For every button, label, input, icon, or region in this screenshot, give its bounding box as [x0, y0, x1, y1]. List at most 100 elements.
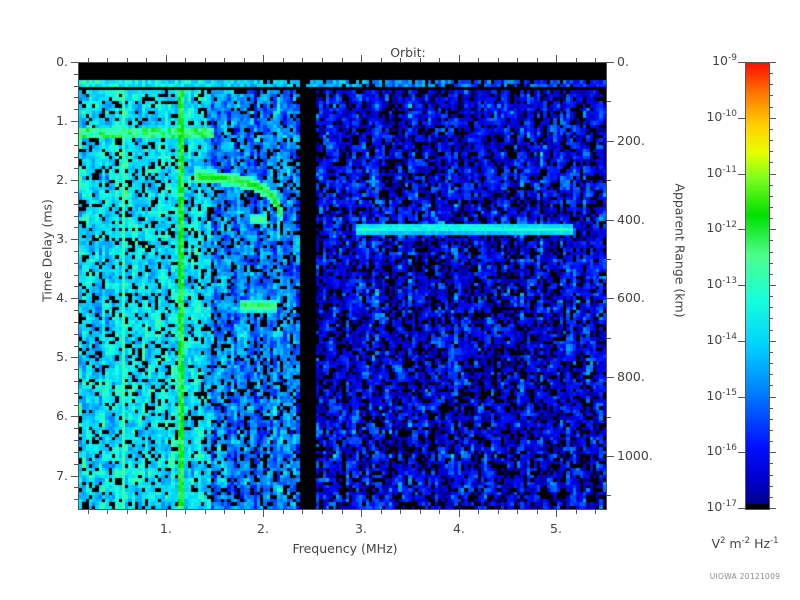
colorbar: [745, 62, 770, 510]
frequency-tick-minor-top: [146, 58, 147, 62]
colorbar-tick-minor: [769, 207, 773, 208]
frequency-tick-major-top: [263, 55, 264, 62]
time-delay-tick-major: [71, 357, 78, 358]
colorbar-tick-minor: [769, 441, 773, 442]
time-delay-tick-label: 1.: [56, 113, 68, 128]
colorbar-tick-minor: [769, 385, 773, 386]
colorbar-tick-minor: [769, 162, 773, 163]
frequency-tick-minor: [517, 510, 518, 514]
frequency-tick-label: 2.: [257, 521, 269, 536]
frequency-tick-major-top: [361, 55, 362, 62]
colorbar-tick-minor: [769, 263, 773, 264]
colorbar-tick-major: [738, 452, 745, 453]
time-delay-tick-minor: [74, 133, 78, 134]
colorbar-tick-label: 10-10: [706, 108, 737, 124]
time-delay-tick-minor: [74, 275, 78, 276]
colorbar-tick-minor: [769, 129, 773, 130]
spectrogram-plot-area: [78, 62, 607, 510]
time-delay-tick-major: [71, 121, 78, 122]
colorbar-unit-label: V2 m-2 Hz-1: [711, 535, 779, 551]
colorbar-tick-minor: [769, 151, 773, 152]
colorbar-tick-label: 10-13: [706, 275, 737, 291]
frequency-tick-label: 1.: [160, 521, 172, 536]
time-delay-tick-minor: [74, 428, 78, 429]
time-delay-tick-major: [71, 180, 78, 181]
colorbar-tick-major-right: [769, 229, 776, 230]
colorbar-tick-major: [738, 174, 745, 175]
time-delay-tick-minor: [74, 499, 78, 500]
frequency-tick-major: [361, 510, 362, 517]
frequency-tick-minor-top: [107, 58, 108, 62]
frequency-tick-minor: [244, 510, 245, 514]
frequency-tick-minor: [322, 510, 323, 514]
frequency-tick-minor-top: [342, 58, 343, 62]
colorbar-tick-minor: [769, 252, 773, 253]
frequency-tick-minor: [342, 510, 343, 514]
colorbar-tick-label: 10-11: [706, 164, 737, 180]
x-axis-title-frequency: Frequency (MHz): [292, 541, 398, 556]
frequency-tick-minor: [420, 510, 421, 514]
time-delay-tick-minor: [74, 97, 78, 98]
frequency-tick-major: [556, 510, 557, 517]
frequency-tick-minor: [107, 510, 108, 514]
frequency-tick-minor: [127, 510, 128, 514]
frequency-tick-label: 4.: [453, 521, 465, 536]
colorbar-tick-label: 10-12: [706, 219, 737, 235]
frequency-tick-minor-top: [224, 58, 225, 62]
frequency-tick-minor: [302, 510, 303, 514]
apparent-range-tick-label: 800.: [617, 369, 645, 384]
colorbar-tick-minor: [769, 185, 773, 186]
colorbar-tick-minor: [769, 240, 773, 241]
frequency-tick-minor-top: [576, 58, 577, 62]
colorbar-tick-minor: [769, 374, 773, 375]
frequency-tick-minor: [400, 510, 401, 514]
time-delay-tick-minor: [74, 86, 78, 87]
colorbar-tick-minor: [769, 352, 773, 353]
frequency-tick-minor: [478, 510, 479, 514]
colorbar-tick-major: [738, 508, 745, 509]
colorbar-tick-label: 10-14: [706, 331, 737, 347]
frequency-tick-minor-top: [302, 58, 303, 62]
colorbar-tick-label: 10-17: [706, 498, 737, 514]
time-delay-tick-minor: [74, 393, 78, 394]
frequency-tick-label: 3.: [355, 521, 367, 536]
time-delay-tick-major: [71, 239, 78, 240]
colorbar-tick-major: [738, 397, 745, 398]
apparent-range-tick-label: 0.: [617, 54, 629, 69]
frequency-tick-minor: [537, 510, 538, 514]
frequency-tick-minor: [498, 510, 499, 514]
frequency-tick-minor: [185, 510, 186, 514]
frequency-tick-minor-top: [185, 58, 186, 62]
time-delay-tick-minor: [74, 74, 78, 75]
colorbar-tick-major: [738, 62, 745, 63]
time-delay-tick-label: 3.: [56, 231, 68, 246]
frequency-tick-minor-top: [322, 58, 323, 62]
frequency-tick-minor-top: [127, 58, 128, 62]
frequency-tick-minor: [224, 510, 225, 514]
frequency-tick-minor: [381, 510, 382, 514]
colorbar-tick-major-right: [769, 285, 776, 286]
colorbar-tick-major: [738, 118, 745, 119]
colorbar-tick-minor: [769, 463, 773, 464]
frequency-tick-minor-top: [420, 58, 421, 62]
colorbar-tick-label: 10-15: [706, 387, 737, 403]
apparent-range-tick-major: [607, 141, 614, 142]
time-delay-tick-minor: [74, 381, 78, 382]
time-delay-tick-label: 7.: [56, 468, 68, 483]
colorbar-tick-major-right: [769, 452, 776, 453]
apparent-range-tick-major: [607, 62, 614, 63]
colorbar-tick-minor: [769, 84, 773, 85]
colorbar-tick-major: [738, 341, 745, 342]
frequency-tick-minor: [595, 510, 596, 514]
frequency-tick-label: 5.: [550, 521, 562, 536]
time-delay-tick-minor: [74, 251, 78, 252]
colorbar-canvas: [746, 63, 769, 509]
colorbar-tick-minor: [769, 95, 773, 96]
colorbar-tick-minor: [769, 363, 773, 364]
time-delay-tick-minor: [74, 227, 78, 228]
colorbar-tick-major-right: [769, 118, 776, 119]
time-delay-tick-minor: [74, 452, 78, 453]
frequency-tick-minor-top: [537, 58, 538, 62]
apparent-range-tick-major: [607, 456, 614, 457]
apparent-range-tick-label: 200.: [617, 133, 645, 148]
